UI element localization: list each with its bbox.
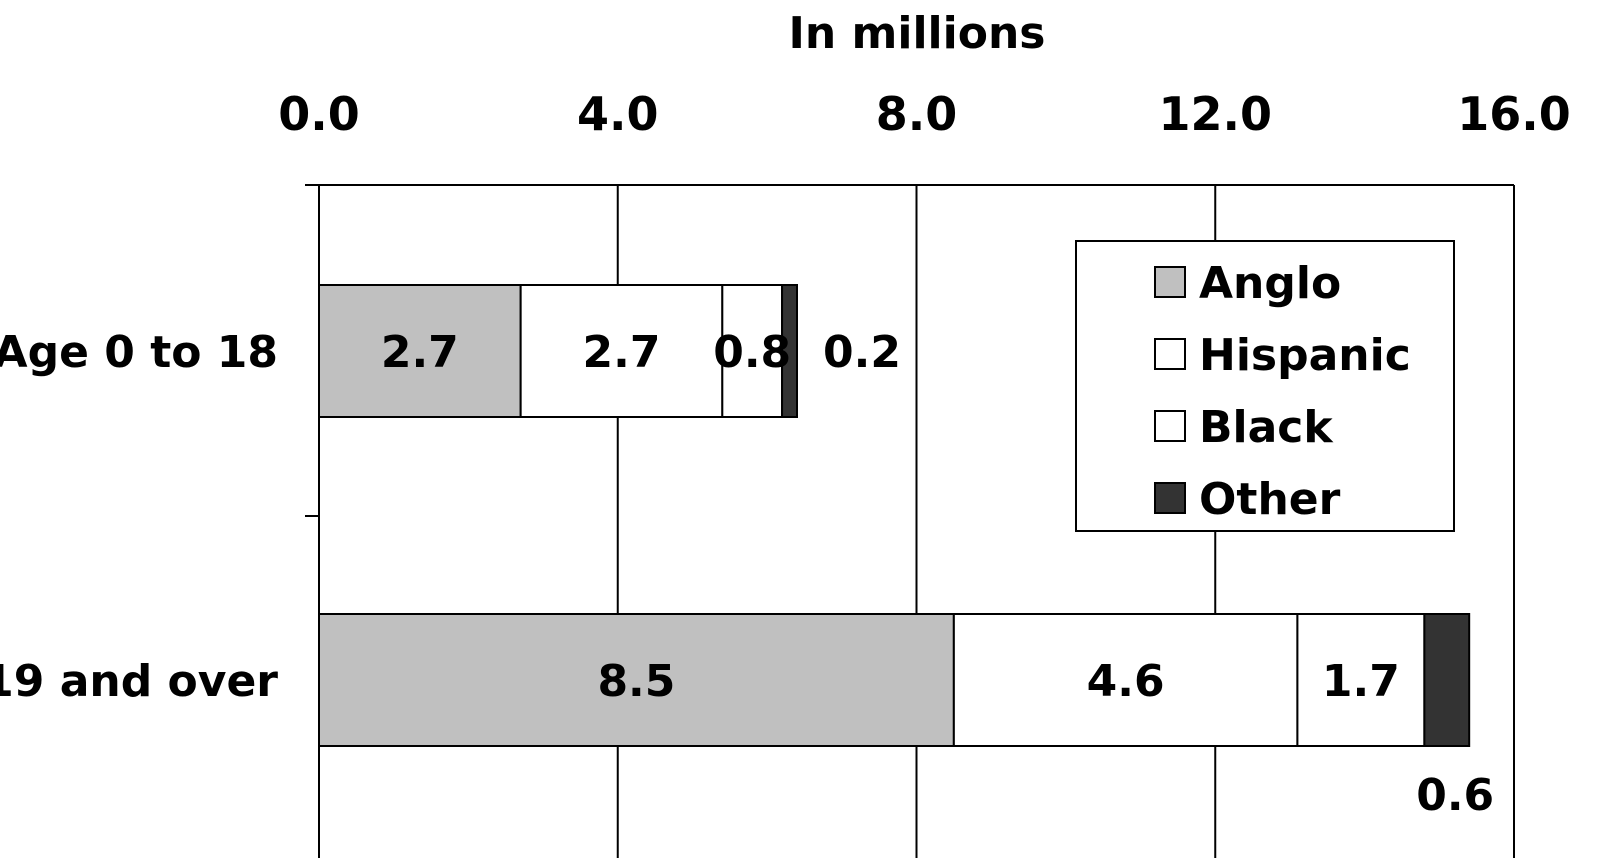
data-label: 2.7 (583, 327, 661, 378)
legend-label: Anglo (1199, 258, 1341, 309)
legend-swatch (1154, 266, 1186, 298)
bar-anglo-1 (318, 613, 955, 747)
bar-hispanic-1 (952, 613, 1299, 747)
chart-title: In millions (789, 8, 1046, 59)
x-axis-ticks: 0.0 4.0 8.0 12.0 16.0 (278, 87, 1571, 141)
legend-label: Black (1199, 402, 1334, 453)
legend: Anglo Hispanic Black Other (1075, 240, 1455, 532)
data-label: 2.7 (381, 327, 459, 378)
data-label: 0.2 (823, 327, 901, 378)
bar-black-1 (1296, 613, 1426, 747)
data-label: 0.8 (713, 327, 791, 378)
x-tick-label: 12.0 (1159, 87, 1273, 141)
x-tick-label: 8.0 (876, 87, 958, 141)
legend-label: Other (1199, 474, 1341, 525)
category-label: 19 and over (0, 656, 278, 707)
data-label: 4.6 (1087, 656, 1165, 707)
bar-other-0 (781, 284, 798, 418)
bar-hispanic-0 (519, 284, 724, 418)
x-tick-label: 0.0 (278, 87, 360, 141)
data-label: 8.5 (597, 656, 675, 707)
legend-swatch (1154, 410, 1186, 442)
bars (318, 284, 1471, 747)
bar-anglo-0 (318, 284, 522, 418)
bar-other-1 (1423, 613, 1471, 747)
x-tick-label: 4.0 (577, 87, 659, 141)
legend-swatch (1154, 338, 1186, 370)
x-tick-label: 16.0 (1457, 87, 1571, 141)
legend-box (1075, 240, 1455, 532)
data-label: 1.7 (1322, 656, 1400, 707)
data-label: 0.6 (1416, 770, 1494, 821)
category-labels: Age 0 to 18 19 and over (0, 327, 278, 707)
legend-swatch (1154, 482, 1186, 514)
legend-label: Hispanic (1199, 330, 1411, 381)
data-labels: 2.7 2.7 0.8 0.2 8.5 4.6 1.7 0.6 (381, 327, 1494, 821)
category-label: Age 0 to 18 (0, 327, 278, 378)
